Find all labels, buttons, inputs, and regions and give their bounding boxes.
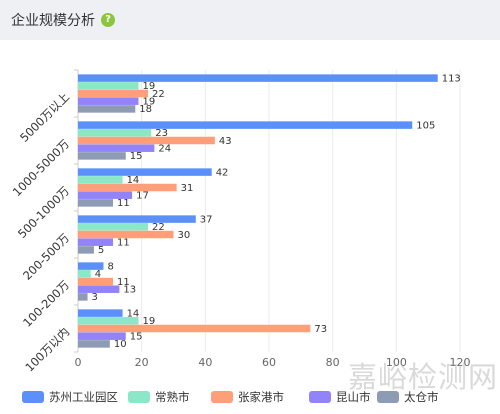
- bar: [78, 246, 94, 254]
- bar-value-label: 19: [142, 96, 155, 107]
- bar: [78, 262, 104, 270]
- bar-value-label: 5: [98, 245, 104, 256]
- bar: [78, 277, 114, 286]
- bar-value-label: 11: [117, 277, 130, 288]
- legend-label: 张家港市: [238, 390, 284, 404]
- bar-value-label: 30: [178, 230, 191, 241]
- legend-label: 昆山市: [336, 390, 371, 404]
- bar-value-label: 31: [181, 183, 194, 194]
- bar: [78, 183, 177, 192]
- bar-value-label: 105: [416, 120, 435, 131]
- bar: [78, 317, 139, 325]
- x-tick-label: 120: [450, 356, 471, 369]
- bar-value-label: 11: [117, 198, 130, 209]
- legend-label: 苏州工业园区: [49, 390, 118, 404]
- bar-value-label: 37: [200, 214, 213, 225]
- bar: [78, 152, 126, 160]
- bar: [78, 105, 136, 113]
- legend-swatch: [377, 391, 399, 403]
- bar: [78, 89, 149, 98]
- bar-value-label: 19: [142, 316, 155, 327]
- bar: [78, 74, 438, 82]
- bar-value-label: 10: [114, 339, 127, 350]
- legend-swatch: [211, 391, 233, 403]
- bar-value-label: 15: [130, 331, 143, 342]
- bar-chart: 0 20 40 60 80 100 1205000万以上1000-5000万500-1000…: [10, 69, 471, 404]
- bar: [78, 230, 174, 239]
- bar-value-label: 14: [127, 175, 140, 186]
- bar-value-label: 11: [117, 237, 130, 248]
- bar: [78, 238, 114, 246]
- bar-value-label: 4: [95, 269, 101, 280]
- x-tick-label: 40: [198, 356, 212, 369]
- legend-swatch: [309, 391, 331, 403]
- x-tick-label: 20: [135, 356, 149, 369]
- bar: [78, 309, 123, 317]
- bar-value-label: 73: [314, 324, 327, 335]
- bar: [78, 293, 88, 301]
- bar-value-label: 15: [130, 151, 143, 162]
- category-label: 100万以内: [22, 325, 72, 375]
- bar-value-label: 113: [442, 73, 461, 84]
- panel-header: 企业规模分析 ?: [0, 0, 500, 40]
- bar-value-label: 17: [136, 190, 149, 201]
- bar: [78, 97, 139, 105]
- bar-value-label: 18: [139, 104, 152, 115]
- bar: [78, 144, 155, 152]
- bar: [78, 340, 110, 348]
- bar-value-label: 24: [158, 143, 171, 154]
- bar-value-label: 22: [152, 222, 165, 233]
- bar: [78, 270, 91, 278]
- bar-value-label: 42: [216, 167, 229, 178]
- bar-value-label: 14: [127, 308, 140, 319]
- bar: [78, 215, 196, 223]
- bar: [78, 191, 133, 199]
- bar: [78, 223, 149, 231]
- bar: [78, 168, 212, 176]
- bar: [78, 324, 311, 333]
- legend-label: 常熟市: [155, 390, 190, 404]
- bar: [78, 176, 123, 184]
- category-label: 5000万以上: [17, 90, 72, 145]
- bar-value-label: 19: [142, 81, 155, 92]
- legend-label: 太仓市: [404, 390, 439, 404]
- bar: [78, 332, 126, 340]
- category-label: 100-200万: [20, 278, 72, 330]
- x-tick-label: 0: [75, 356, 82, 369]
- legend-swatch: [128, 391, 150, 403]
- bar-value-label: 3: [92, 292, 98, 303]
- bar-value-label: 23: [155, 128, 168, 139]
- bar: [78, 82, 139, 90]
- bar-value-label: 13: [123, 284, 136, 295]
- category-label: 200-500万: [20, 231, 72, 283]
- bar: [78, 121, 413, 129]
- legend-swatch: [22, 391, 44, 403]
- x-tick-label: 80: [326, 356, 340, 369]
- help-icon[interactable]: ?: [101, 13, 115, 27]
- bar-value-label: 8: [107, 261, 113, 272]
- bar-value-label: 22: [152, 89, 165, 100]
- bar: [78, 199, 114, 207]
- panel-title: 企业规模分析: [11, 13, 95, 29]
- bar-value-label: 43: [219, 136, 232, 147]
- x-tick-label: 60: [262, 356, 276, 369]
- x-tick-label: 100: [386, 356, 407, 369]
- bar: [78, 136, 215, 145]
- bar: [78, 129, 152, 137]
- bar: [78, 285, 120, 293]
